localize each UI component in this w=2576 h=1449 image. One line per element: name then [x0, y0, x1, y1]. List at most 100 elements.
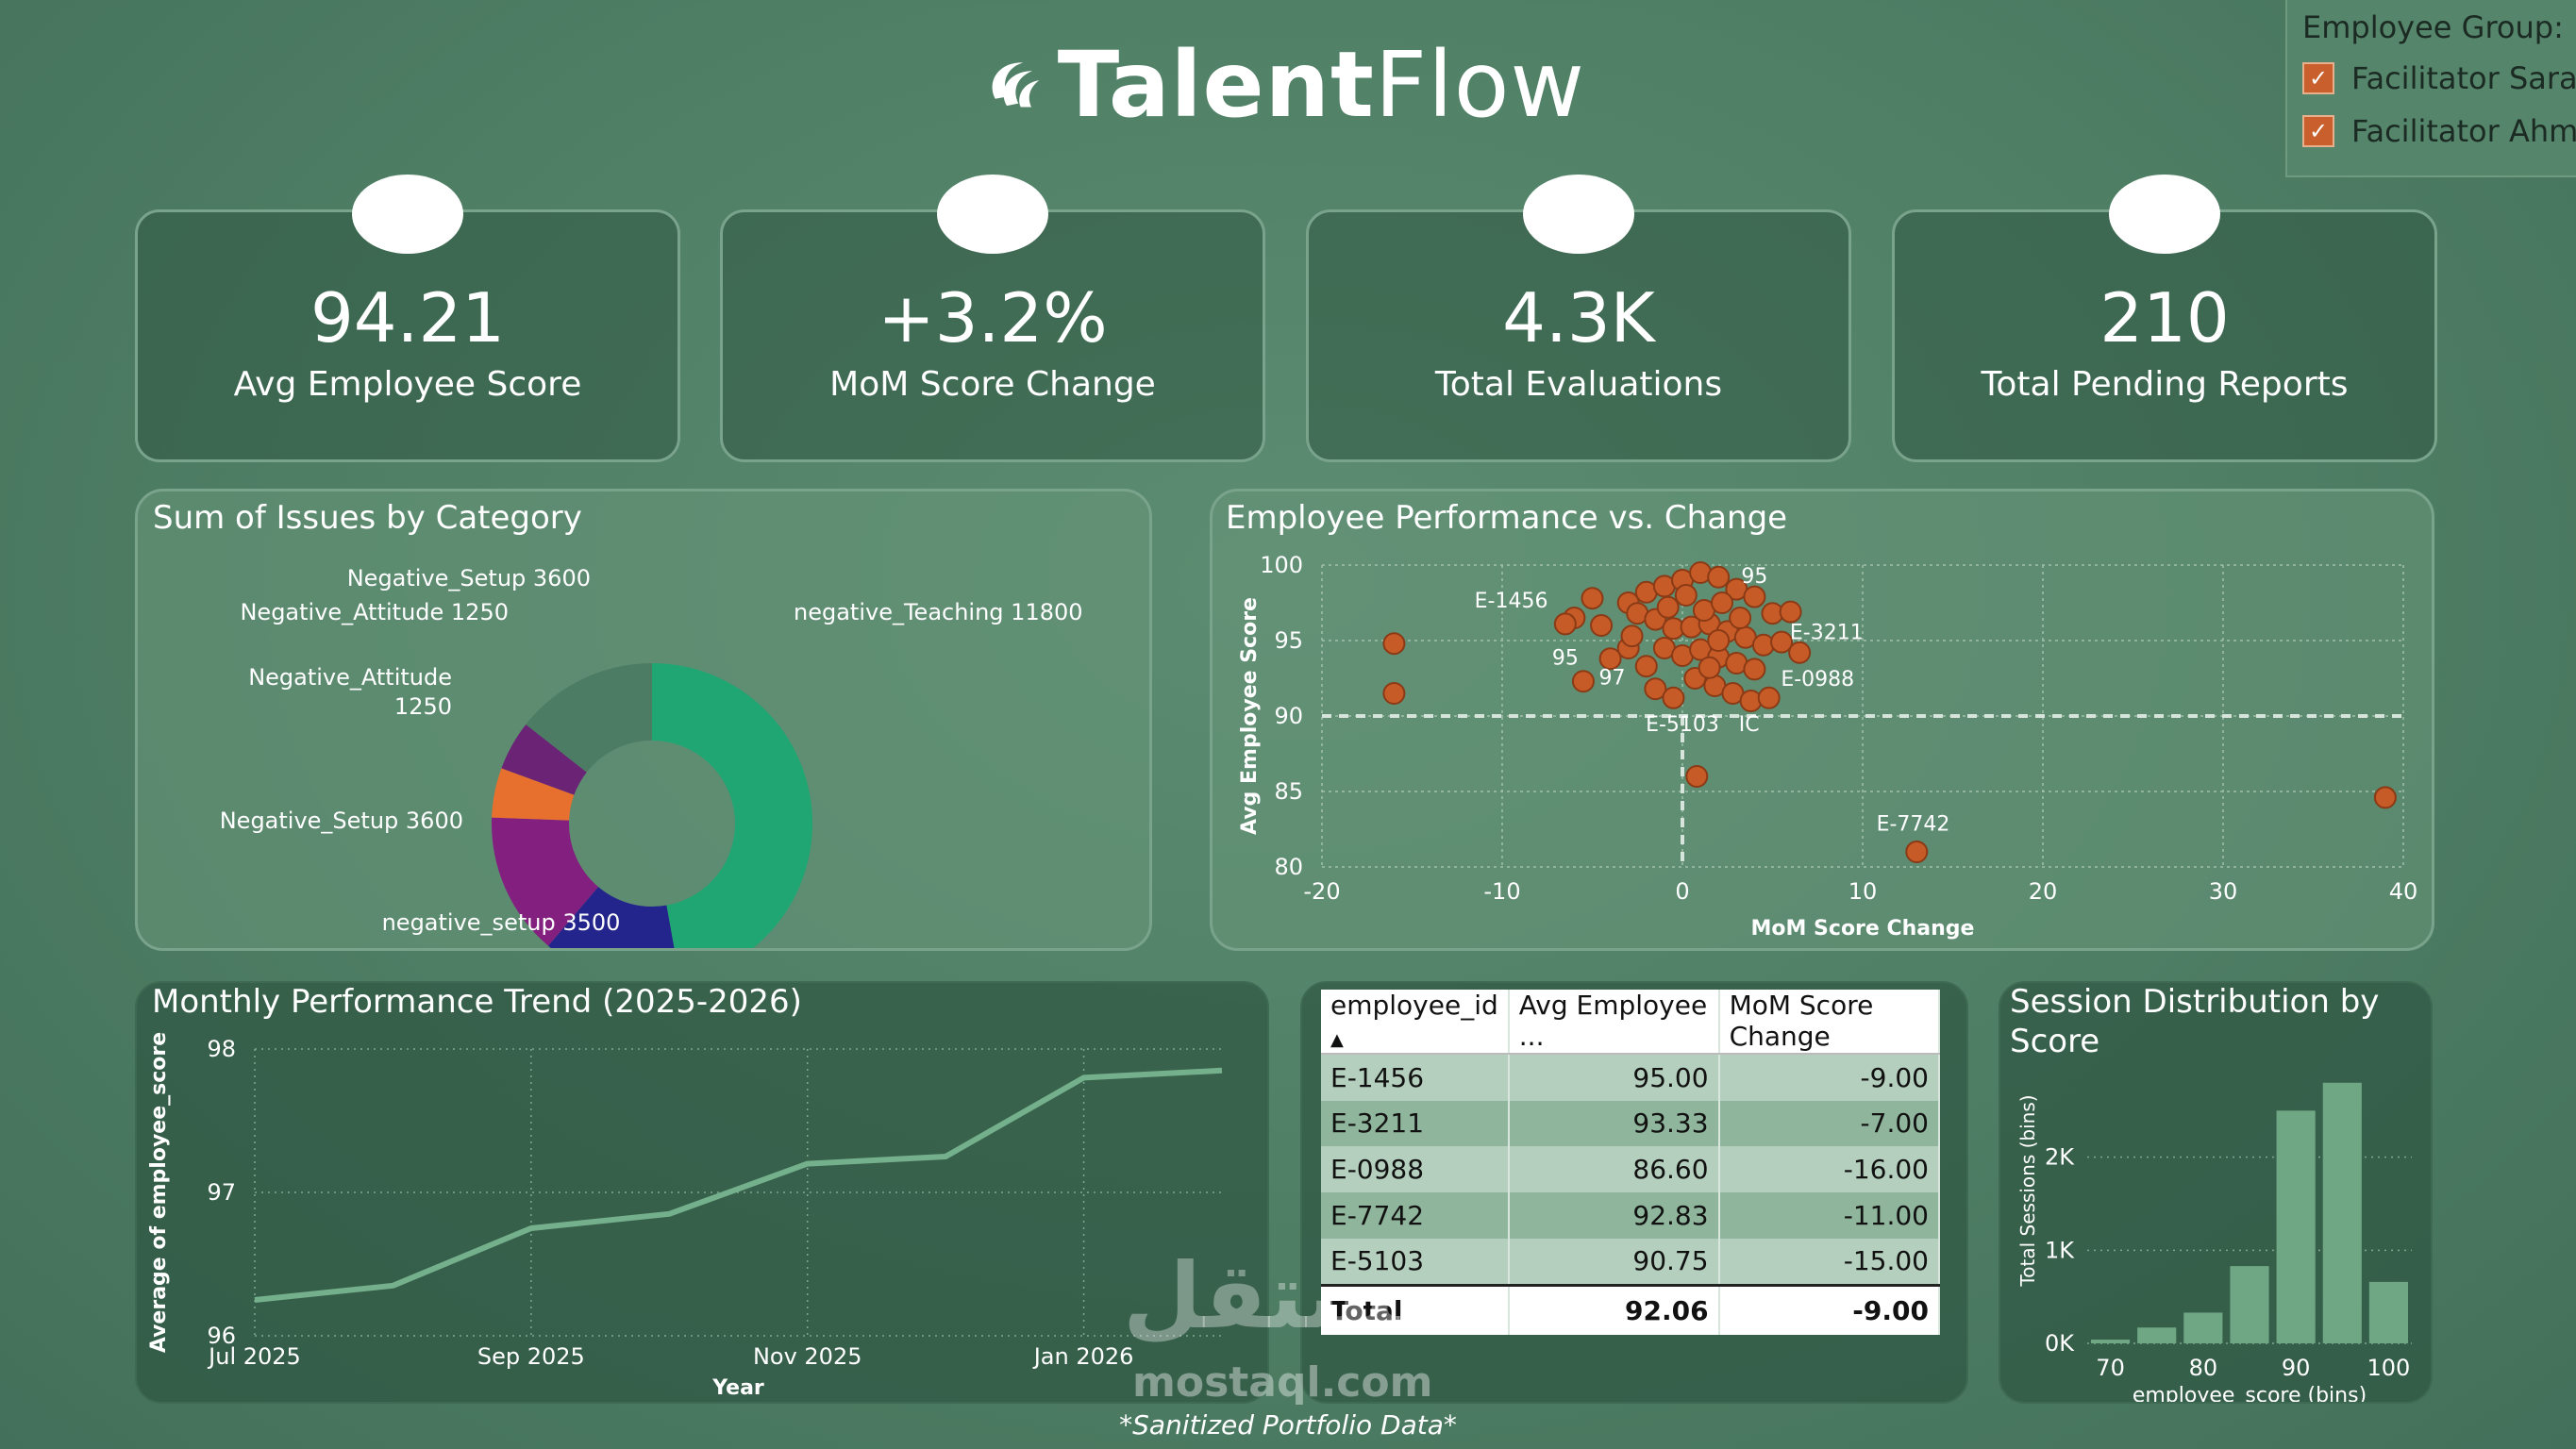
cell-employee-id: E-7742	[1321, 1191, 1510, 1239]
scatter-point	[1553, 612, 1577, 636]
histogram-bar	[2322, 1082, 2362, 1343]
y-tick-label: 80	[1274, 854, 1303, 880]
column-header-employee-id[interactable]: employee_id ▲	[1321, 990, 1510, 1055]
scatter-point	[1656, 595, 1680, 619]
monthly-trend-panel: Monthly Performance Trend (2025-2026) 96…	[135, 981, 1269, 1404]
y-axis-title: Average of employee_score	[147, 1032, 171, 1353]
kpi-value: 4.3K	[1502, 278, 1655, 358]
kpi-bubble	[1523, 175, 1634, 254]
donut-slice	[501, 724, 587, 795]
y-tick-label: 100	[1260, 552, 1303, 578]
y-tick-label: 95	[1274, 627, 1303, 654]
line-chart: 96 97 98 Jul 2025 Sep 2025 Nov 2025 Jan 2026 Ye…	[147, 1032, 1223, 1400]
cell-avg-score: 95.00	[1508, 1053, 1720, 1101]
kpi-card-avg-score: 94.21 Avg Employee Score	[135, 175, 680, 462]
histogram-bar	[2276, 1110, 2316, 1343]
cell-avg-score: 86.60	[1508, 1146, 1720, 1192]
histogram-bar	[2230, 1266, 2269, 1343]
kpi-label: Total Pending Reports	[1981, 365, 2349, 404]
scatter-point	[1382, 632, 1406, 656]
scatter-point	[1581, 587, 1604, 610]
y-axis-title: Total Sessions (bins)	[2016, 1094, 2039, 1287]
table-row[interactable]: E-7742 92.83 -11.00	[1321, 1191, 1941, 1239]
kpi-bubble	[352, 175, 463, 254]
column-header-avg-score[interactable]: Avg Employee ...	[1508, 990, 1720, 1055]
filter-option-ahmed[interactable]: ✓ Facilitator Ahmed	[2302, 113, 2576, 149]
point-annotation: E-5103	[1646, 713, 1719, 737]
scatter-point	[1757, 686, 1781, 709]
histogram-bar	[2368, 1281, 2408, 1343]
brand-name: TalentFlow	[1057, 32, 1585, 138]
scatter-point	[1779, 600, 1802, 624]
panel-title-line2: Score	[2010, 1023, 2100, 1060]
cell-total-mom-change: -9.00	[1718, 1284, 1941, 1335]
table-row[interactable]: E-0988 86.60 -16.00	[1321, 1146, 1941, 1192]
histogram-bar	[2183, 1312, 2223, 1343]
cell-mom-change: -15.00	[1718, 1238, 1941, 1286]
cell-mom-change: -16.00	[1718, 1146, 1941, 1192]
cell-mom-change: -11.00	[1718, 1191, 1941, 1239]
checkbox-checked-icon[interactable]: ✓	[2302, 62, 2334, 94]
y-tick-label: 85	[1274, 778, 1303, 805]
cell-total-label: Total	[1321, 1284, 1510, 1335]
x-tick-label: Jan 2026	[1032, 1343, 1134, 1370]
point-annotation: 95	[1552, 647, 1579, 671]
kpi-card-pending-reports: 210 Total Pending Reports	[1892, 175, 2437, 462]
kpi-label: Total Evaluations	[1434, 365, 1723, 404]
x-tick-label: 80	[2189, 1355, 2218, 1381]
table-row[interactable]: E-3211 93.33 -7.00	[1321, 1100, 1941, 1147]
x-axis-title: Year	[711, 1376, 764, 1400]
brand-logo: TalentFlow	[981, 19, 1585, 151]
panel-title: Sum of Issues by Category	[153, 499, 582, 537]
donut-chart: Negative_Setup 3600 Negative_Attitude 125…	[220, 565, 1083, 948]
cell-employee-id: E-1456	[1321, 1053, 1510, 1101]
x-tick-label: 20	[2029, 878, 2058, 905]
kpi-label: Avg Employee Score	[233, 365, 582, 404]
point-annotation: E-0988	[1781, 668, 1854, 691]
donut-slice	[548, 887, 675, 948]
x-tick-label: -20	[1303, 878, 1340, 905]
table-total-row: Total 92.06 -9.00	[1321, 1284, 1941, 1335]
x-tick-label: -10	[1483, 878, 1520, 905]
point-annotation: 95	[1741, 565, 1767, 589]
point-annotation: E-3211	[1790, 621, 1864, 644]
scatter-point	[1571, 670, 1595, 693]
x-axis-title: employee_score (bins)	[2133, 1384, 2367, 1402]
cell-mom-change: -7.00	[1718, 1100, 1941, 1147]
table-row[interactable]: E-1456 95.00 -9.00	[1321, 1053, 1941, 1101]
scatter-point	[1788, 641, 1812, 664]
histogram-bar	[2137, 1327, 2177, 1343]
sort-ascending-icon: ▲	[1330, 1030, 1344, 1051]
column-header-mom-change[interactable]: MoM Score Change	[1718, 990, 1941, 1055]
checkbox-checked-icon[interactable]: ✓	[2302, 115, 2334, 147]
table-header-row: employee_id ▲ Avg Employee ... MoM Score …	[1321, 990, 1941, 1055]
filter-option-sarah[interactable]: ✓ Facilitator Sarah	[2302, 60, 2576, 96]
donut-slice	[492, 768, 575, 821]
cell-total-avg-score: 92.06	[1508, 1284, 1720, 1335]
panel-title-line1: Session Distribution by	[2010, 983, 2380, 1021]
filter-title: Employee Group:	[2302, 9, 2564, 45]
donut-label: Negative_Setup 3600	[220, 808, 463, 834]
x-tick-label: 10	[1848, 878, 1878, 905]
x-tick-label: Sep 2025	[477, 1343, 585, 1370]
performance-vs-change-panel: Employee Performance vs. Change -20 -10 0 1…	[1210, 489, 2434, 951]
scatter-point	[1662, 686, 1685, 709]
scatter-point	[1634, 655, 1658, 678]
scatter-point	[1698, 656, 1721, 679]
panel-title: Employee Performance vs. Change	[1226, 499, 1788, 537]
table-row[interactable]: E-5103 90.75 -15.00	[1321, 1238, 1941, 1286]
x-tick-label: 100	[2367, 1355, 2411, 1381]
donut-label: negative_setup 3500	[382, 909, 621, 936]
y-tick-label: 90	[1274, 703, 1303, 729]
employee-table: employee_id ▲ Avg Employee ... MoM Score …	[1321, 990, 1941, 1335]
donut-label: 1250	[394, 693, 452, 720]
scatter-point	[1590, 614, 1614, 637]
scatter-point	[1770, 630, 1794, 654]
scatter-point	[1729, 607, 1752, 629]
footer-note: *Sanitized Portfolio Data*	[1119, 1409, 1457, 1441]
issues-by-category-panel: Sum of Issues by Category Negative_Setup…	[135, 489, 1152, 951]
kpi-label: MoM Score Change	[829, 365, 1156, 404]
cell-employee-id: E-0988	[1321, 1146, 1510, 1192]
cell-mom-change: -9.00	[1718, 1053, 1941, 1101]
